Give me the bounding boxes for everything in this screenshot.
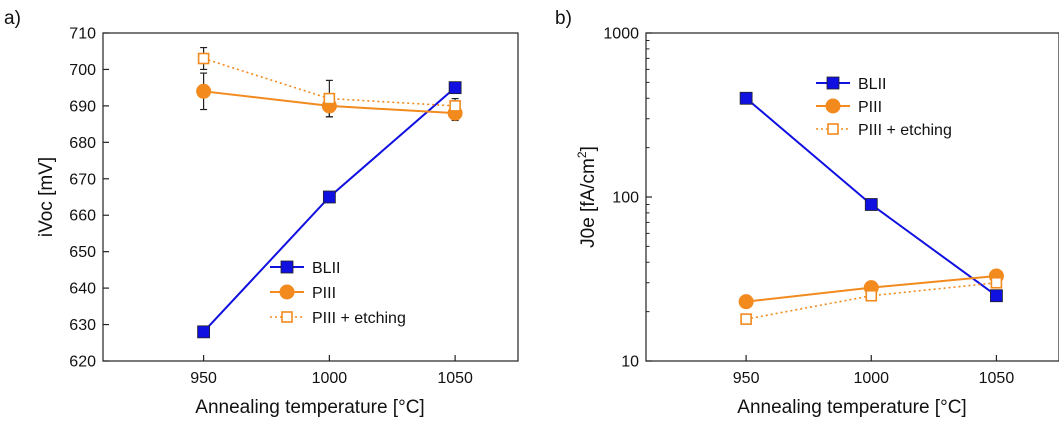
- legend-label: BLII: [312, 260, 340, 277]
- legend-label: PIII: [858, 99, 882, 116]
- data-point: [323, 92, 336, 105]
- panel-label-b: b): [555, 8, 572, 29]
- axes-b: 950 1000 1050 10 100 1000: [603, 26, 1014, 388]
- panel-b: b) Annealing temperature [°C] J0e [fA/cm…: [555, 8, 1059, 418]
- y-tick-label: 10: [621, 354, 639, 371]
- plot-frame-a: [102, 32, 519, 362]
- legend-marker: [280, 260, 294, 274]
- series-line-piii-etching: [745, 281, 997, 320]
- series-group-b: [738, 91, 1004, 325]
- y-axis-label-b: J0e [fA/cm2]: [575, 146, 599, 248]
- data-point: [864, 198, 878, 211]
- y-axis-label-b-main: J0e [fA/cm: [578, 158, 599, 248]
- legend-marker: [827, 123, 839, 135]
- y-tick-label: 680: [69, 135, 96, 152]
- y-tick-label: 700: [69, 62, 96, 79]
- data-point: [865, 289, 878, 302]
- y-tick-label: 660: [69, 208, 96, 225]
- x-tick-label: 1000: [853, 370, 889, 387]
- y-axis-label-a: iVoc [mV]: [36, 157, 57, 237]
- y-tick-label: 1000: [603, 26, 639, 43]
- plot-frame-b: [645, 32, 1059, 362]
- data-point: [197, 52, 210, 65]
- panel-label-a: a): [4, 8, 21, 29]
- legend-marker: [826, 76, 840, 90]
- axes-a: 950 1000 1050 620 630 640 650 660 670 680 690 700 71…: [69, 26, 473, 388]
- data-point: [197, 325, 211, 339]
- data-point: [322, 190, 336, 204]
- y-tick-label: 100: [612, 190, 639, 207]
- legend-label: PIII + etching: [312, 310, 406, 327]
- y-tick-label: 710: [69, 26, 96, 43]
- legend-b: BLII PIII PIII + etching: [816, 76, 952, 139]
- legend-label: PIII: [312, 285, 336, 302]
- x-axis-label-b: Annealing temperature [°C]: [737, 397, 966, 418]
- y-tick-label: 690: [69, 98, 96, 115]
- data-point: [739, 91, 753, 105]
- data-point: [449, 100, 461, 112]
- data-point: [990, 289, 1003, 303]
- legend-a: BLII PIII PIII + etching: [270, 260, 406, 327]
- legend-marker: [279, 284, 295, 300]
- data-point: [196, 83, 212, 99]
- x-tick-label: 950: [190, 370, 217, 387]
- y-tick-label: 640: [69, 281, 96, 298]
- x-tick-label: 1050: [979, 370, 1015, 387]
- data-point: [990, 276, 1003, 289]
- x-tick-label: 950: [733, 370, 760, 387]
- y-tick-label: 650: [69, 244, 96, 261]
- y-tick-label: 620: [69, 354, 96, 371]
- data-point: [738, 294, 754, 310]
- legend-label: BLII: [858, 76, 886, 93]
- legend-marker: [281, 311, 293, 323]
- data-point: [740, 313, 752, 325]
- panel-a: a) Annealing temperature [°C] iVoc [mV] …: [4, 8, 519, 418]
- y-tick-label: 630: [69, 317, 96, 334]
- x-axis-label-a: Annealing temperature [°C]: [195, 397, 424, 418]
- data-point: [448, 81, 462, 95]
- legend-label: PIII + etching: [858, 122, 952, 139]
- series-group-a: [196, 46, 463, 339]
- legend-marker: [825, 98, 841, 114]
- x-tick-label: 1050: [437, 370, 473, 387]
- x-tick-label: 1000: [312, 370, 348, 387]
- y-axis-label-b-end: ]: [578, 146, 599, 151]
- y-axis-label-b-sup: 2: [575, 151, 589, 158]
- y-tick-label: 670: [69, 171, 96, 188]
